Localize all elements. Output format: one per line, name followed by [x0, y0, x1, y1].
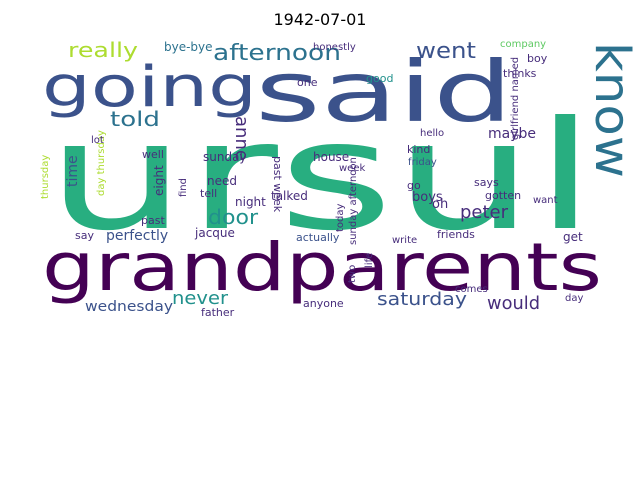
- word: friday: [408, 157, 437, 168]
- word: thinks: [503, 67, 537, 80]
- word: want: [533, 195, 558, 206]
- word: afternoon: [213, 41, 341, 66]
- word: sunday afternoon: [348, 157, 359, 245]
- word: two: [347, 265, 358, 283]
- word: gotten: [485, 189, 521, 202]
- word: well: [142, 148, 164, 161]
- word: honestly: [313, 42, 356, 53]
- word: actually: [296, 231, 340, 244]
- tiny-word-filler: [48, 42, 49, 43]
- word: grandparents: [42, 229, 602, 306]
- word: house: [313, 150, 349, 164]
- word: week: [339, 163, 365, 174]
- word: day: [565, 293, 583, 304]
- word: write: [392, 235, 417, 246]
- word: never: [172, 288, 229, 309]
- word: hello: [420, 128, 444, 139]
- word: maybe: [488, 126, 536, 142]
- word: night: [235, 195, 266, 209]
- word: know: [584, 42, 640, 178]
- word: good: [366, 72, 393, 85]
- word: go: [407, 179, 421, 192]
- word: talked: [271, 189, 308, 203]
- word: perfectly: [106, 228, 168, 244]
- word: say: [75, 229, 94, 242]
- word: life: [364, 253, 375, 268]
- word: one: [297, 76, 318, 89]
- word: sunday: [203, 150, 247, 164]
- word: told: [110, 107, 160, 131]
- word: saturday: [377, 289, 467, 310]
- word: lot: [91, 135, 104, 146]
- word: today: [335, 203, 346, 232]
- word: peter: [460, 202, 509, 223]
- word: boys: [412, 190, 443, 205]
- word: said: [255, 43, 513, 141]
- word: company: [500, 39, 546, 50]
- word: find: [178, 178, 189, 197]
- word: time: [65, 155, 81, 187]
- word: need: [207, 174, 237, 188]
- word: door: [208, 205, 259, 229]
- word: ursul: [46, 90, 596, 264]
- word: past: [141, 214, 165, 227]
- word: friends: [437, 228, 475, 241]
- word: jacque: [194, 226, 235, 240]
- word: went: [416, 39, 476, 64]
- word: eight: [152, 165, 166, 196]
- figure-title: 1942-07-01: [273, 10, 367, 29]
- word: day thursday: [96, 130, 107, 196]
- word: would: [487, 293, 540, 314]
- word: anne: [231, 116, 252, 161]
- word: thursday: [40, 155, 51, 199]
- word: past week: [271, 156, 284, 213]
- word: father: [201, 306, 235, 319]
- word: get: [563, 230, 583, 244]
- word: really: [68, 38, 138, 62]
- word: girlfriend named: [510, 57, 521, 140]
- word: going: [42, 55, 257, 120]
- word: oh: [432, 197, 448, 212]
- word: wednesday: [85, 299, 173, 315]
- word: says: [474, 176, 499, 189]
- word: tell: [200, 187, 217, 200]
- word: anyone: [303, 297, 344, 310]
- word: kind: [407, 143, 430, 156]
- word: boy: [527, 52, 548, 65]
- word: bye-bye: [164, 40, 213, 54]
- word: comes: [455, 284, 488, 295]
